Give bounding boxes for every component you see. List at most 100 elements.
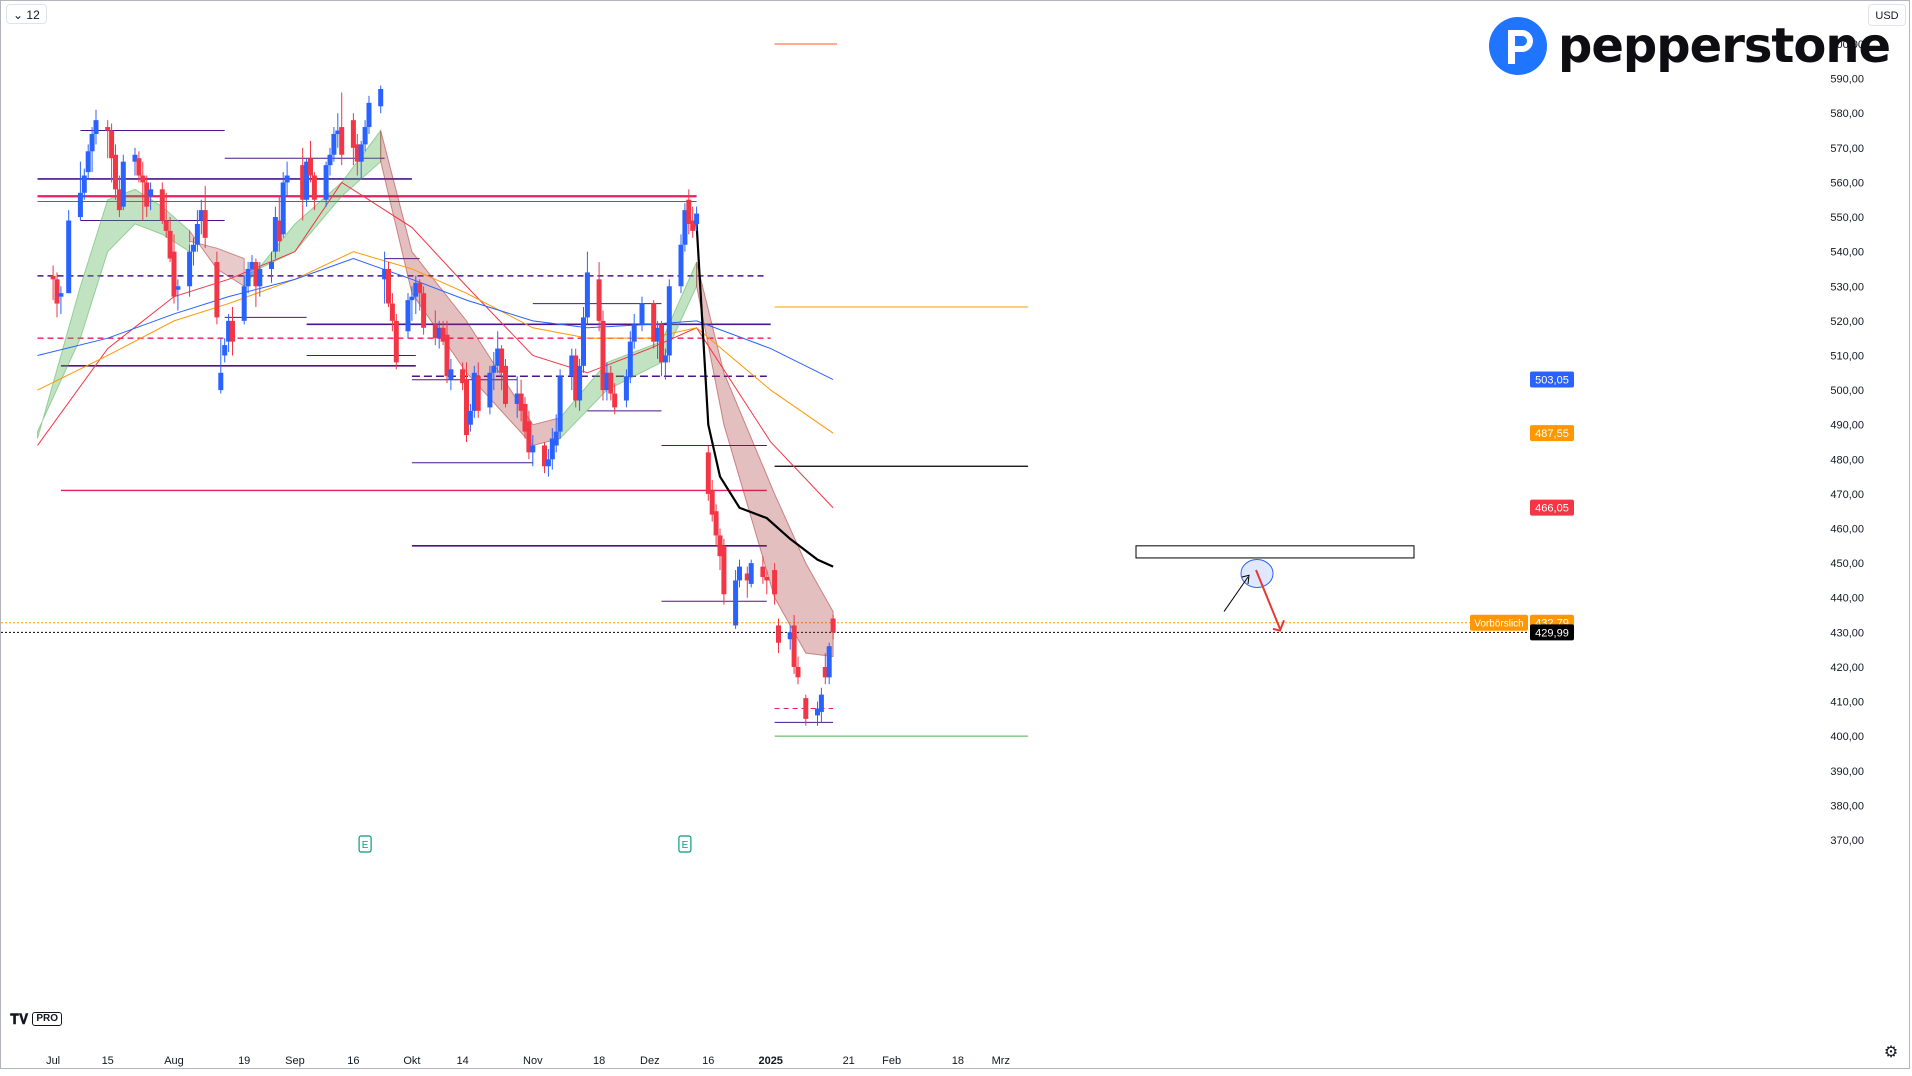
y-tick-label: 520,00 <box>1830 316 1864 328</box>
y-tick-label: 450,00 <box>1830 558 1864 570</box>
candle-body <box>448 369 454 380</box>
candle <box>230 307 235 356</box>
candle-body <box>713 511 719 536</box>
candle-body <box>569 355 575 377</box>
candle-body <box>545 459 551 467</box>
candle-body <box>514 393 520 404</box>
candle-body <box>136 158 142 176</box>
candle-body <box>737 566 742 581</box>
y-tick-label: 370,00 <box>1830 835 1864 847</box>
candle <box>89 127 95 173</box>
candle <box>140 161 146 221</box>
candle-body <box>54 279 60 304</box>
pro-badge: PRO <box>32 1012 62 1026</box>
x-tick-label: Feb <box>882 1055 901 1067</box>
candle <box>358 140 364 179</box>
candle-body <box>631 324 637 342</box>
candle-body <box>144 182 150 207</box>
candle-body <box>600 320 606 391</box>
up-arrow-head <box>1241 574 1250 584</box>
candle <box>335 113 341 148</box>
candle-body <box>709 490 715 515</box>
candle-body <box>350 120 356 148</box>
candle-body <box>77 192 83 218</box>
candle <box>733 570 739 629</box>
candle <box>432 310 438 346</box>
price-labels: 503,05 487,55 466,05 432,79Vorbörslich429,9… <box>1470 371 1574 641</box>
candle <box>85 144 91 179</box>
pepperstone-logo: pepperstone <box>1488 6 1891 86</box>
currency-button[interactable]: USD <box>1868 4 1906 26</box>
candle <box>553 414 559 453</box>
candle-body <box>760 566 766 577</box>
price-label-text: 503,05 <box>1535 375 1569 387</box>
candle-body <box>257 268 263 287</box>
candle <box>495 331 501 373</box>
candle-body <box>721 545 727 595</box>
candle-body <box>748 563 754 584</box>
candle <box>826 642 832 685</box>
candle <box>191 237 196 266</box>
candle <box>311 172 317 211</box>
candle <box>386 262 391 308</box>
candle-body <box>584 272 590 318</box>
candle-body <box>436 327 442 339</box>
candle <box>694 206 700 231</box>
candle-body <box>744 573 750 581</box>
y-tick-label: 560,00 <box>1830 177 1864 189</box>
horizontal-levels <box>1 43 1527 737</box>
earnings-marker-icon <box>678 835 692 853</box>
candle <box>744 566 750 598</box>
candle-body <box>694 213 700 224</box>
candle-body <box>581 317 586 366</box>
down-arrow-head <box>1272 619 1285 632</box>
candle <box>795 656 801 685</box>
candle <box>651 300 657 349</box>
candle-body <box>50 275 56 280</box>
candle <box>253 258 259 308</box>
up-arrow-line <box>1223 576 1249 612</box>
candle <box>113 144 118 200</box>
candle <box>222 338 228 363</box>
candle <box>66 210 72 294</box>
candle <box>604 362 610 401</box>
x-tick-label: Mrz <box>992 1055 1010 1067</box>
candle <box>713 504 719 546</box>
candle <box>444 320 450 384</box>
tradingview-logo[interactable]: 𝐓𝐕 PRO <box>10 1010 62 1028</box>
earnings-marker-letter: E <box>362 840 369 851</box>
candle-body <box>354 144 360 162</box>
candle <box>682 203 688 252</box>
ma-red-line <box>37 181 834 509</box>
candle <box>241 275 247 325</box>
candle-body <box>366 102 372 128</box>
brand-name: pepperstone <box>1558 18 1891 74</box>
candle-body <box>241 286 247 321</box>
gear-icon[interactable]: ⚙ <box>1883 1044 1899 1061</box>
candle-body <box>666 286 672 356</box>
candle-body <box>358 144 364 162</box>
candle <box>245 262 251 294</box>
candle-body <box>245 268 251 287</box>
candle-body <box>89 133 95 152</box>
candle-body <box>655 327 661 342</box>
candle-body <box>772 570 778 595</box>
y-tick-label: 430,00 <box>1830 627 1864 639</box>
candle-body <box>171 251 177 297</box>
candle-body <box>382 268 388 280</box>
interval-button[interactable]: ⌄ 12 <box>6 4 47 24</box>
candle-body <box>487 372 493 408</box>
y-tick-label: 490,00 <box>1830 420 1864 432</box>
candle <box>132 147 138 176</box>
x-tick-label: 18 <box>952 1055 964 1067</box>
price-label: 487,55 <box>1530 425 1574 442</box>
candle <box>58 286 64 314</box>
candle <box>171 234 177 304</box>
candle <box>764 570 770 595</box>
candle-body <box>140 175 146 183</box>
candle-body <box>791 625 797 667</box>
candle <box>662 348 668 380</box>
tv-mark-icon: 𝐓𝐕 <box>10 1010 29 1027</box>
